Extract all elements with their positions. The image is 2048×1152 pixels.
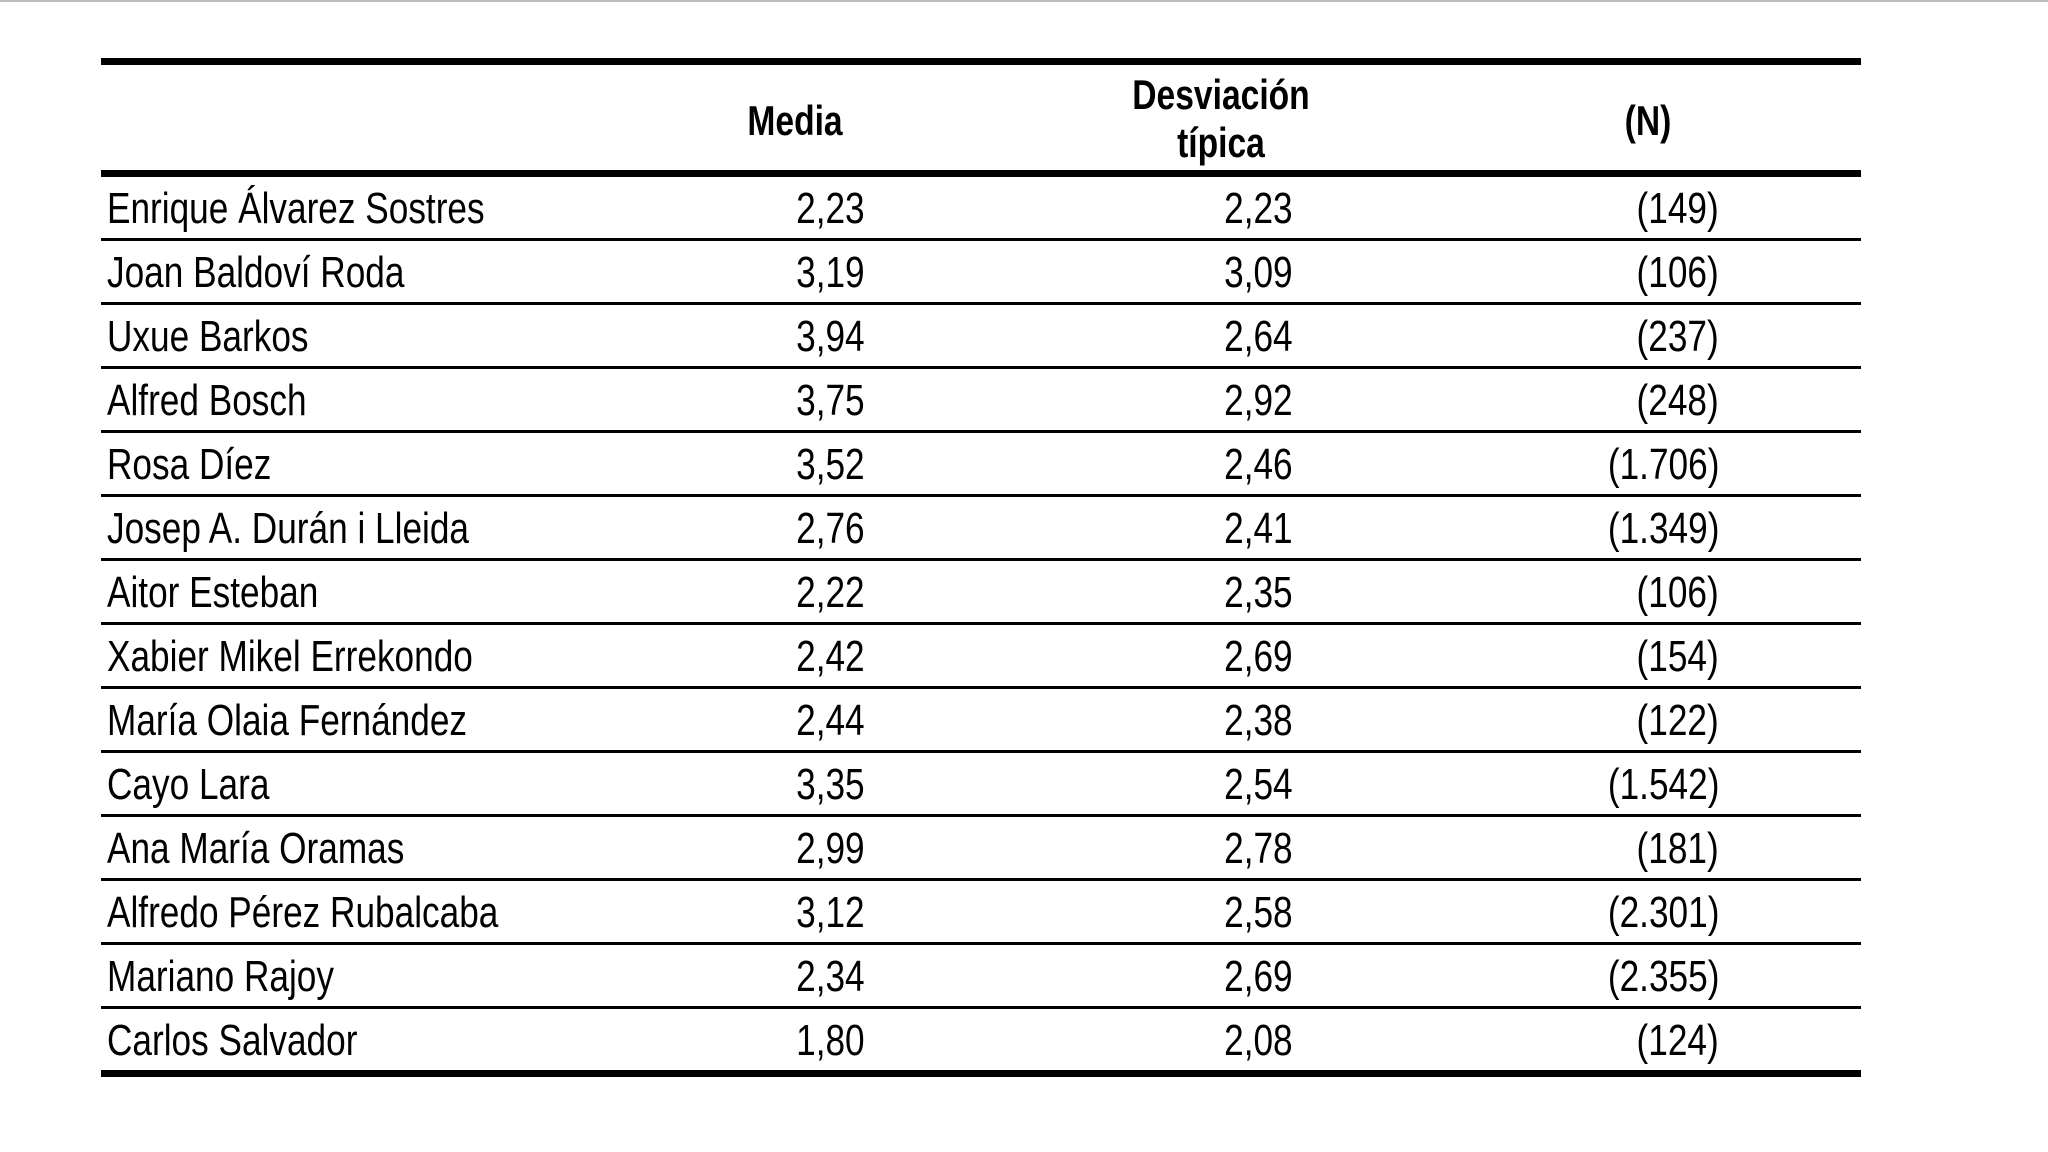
row-divider xyxy=(101,750,1861,753)
row-name: Uxue Barkos xyxy=(107,312,309,361)
row-desviacion: 2,69 xyxy=(1224,632,1293,681)
header-n: (N) xyxy=(1624,97,1672,144)
header-desviacion-line1: Desviación xyxy=(1132,71,1310,118)
row-n: (1.706) xyxy=(1607,440,1719,489)
row-media: 3,52 xyxy=(796,440,865,489)
row-desviacion: 2,08 xyxy=(1224,1016,1293,1065)
header-desviacion-line2: típica xyxy=(1177,119,1265,166)
row-media: 2,44 xyxy=(796,696,865,745)
table-row: Aitor Esteban 2,22 2,35 (106) xyxy=(101,561,1861,622)
row-media: 2,42 xyxy=(796,632,865,681)
row-media: 2,99 xyxy=(796,824,865,873)
table-row: Mariano Rajoy 2,34 2,69 (2.355) xyxy=(101,945,1861,1006)
row-n: (122) xyxy=(1636,696,1719,745)
row-name: Aitor Esteban xyxy=(107,568,319,617)
table-row: Carlos Salvador 1,80 2,08 (124) xyxy=(101,1009,1861,1070)
header-desviacion: Desviación típica xyxy=(1117,71,1325,167)
row-n: (237) xyxy=(1636,312,1719,361)
table-row: Cayo Lara 3,35 2,54 (1.542) xyxy=(101,753,1861,814)
row-n: (149) xyxy=(1636,184,1719,233)
table-header: Media Desviación típica (N) xyxy=(101,65,1861,170)
row-media: 3,75 xyxy=(796,376,865,425)
row-desviacion: 2,35 xyxy=(1224,568,1293,617)
row-desviacion: 2,64 xyxy=(1224,312,1293,361)
row-divider xyxy=(101,238,1861,241)
row-n: (124) xyxy=(1636,1016,1719,1065)
table-row: Enrique Álvarez Sostres 2,23 2,23 (149) xyxy=(101,177,1861,238)
row-n: (1.542) xyxy=(1607,760,1719,809)
row-media: 1,80 xyxy=(796,1016,865,1065)
row-media: 2,22 xyxy=(796,568,865,617)
row-n: (1.349) xyxy=(1607,504,1719,553)
row-name: Josep A. Durán i Lleida xyxy=(107,504,470,553)
row-name: Alfredo Pérez Rubalcaba xyxy=(107,888,499,937)
row-n: (154) xyxy=(1636,632,1719,681)
table-row: María Olaia Fernández 2,44 2,38 (122) xyxy=(101,689,1861,750)
row-desviacion: 2,78 xyxy=(1224,824,1293,873)
table-row: Xabier Mikel Errekondo 2,42 2,69 (154) xyxy=(101,625,1861,686)
row-name: María Olaia Fernández xyxy=(107,696,467,745)
row-n: (106) xyxy=(1636,568,1719,617)
data-table: Media Desviación típica (N) Enrique Álva… xyxy=(101,58,1861,1077)
table-row: Josep A. Durán i Lleida 2,76 2,41 (1.349) xyxy=(101,497,1861,558)
top-border-line xyxy=(0,0,2048,2)
row-desviacion: 2,54 xyxy=(1224,760,1293,809)
row-name: Rosa Díez xyxy=(107,440,272,489)
row-name: Enrique Álvarez Sostres xyxy=(107,184,485,233)
row-media: 2,76 xyxy=(796,504,865,553)
row-divider xyxy=(101,1070,1861,1077)
table-row: Alfred Bosch 3,75 2,92 (248) xyxy=(101,369,1861,430)
row-name: Cayo Lara xyxy=(107,760,270,809)
row-desviacion: 2,69 xyxy=(1224,952,1293,1001)
row-divider xyxy=(101,1006,1861,1009)
table-row: Ana María Oramas 2,99 2,78 (181) xyxy=(101,817,1861,878)
row-desviacion: 3,09 xyxy=(1224,248,1293,297)
row-divider xyxy=(101,878,1861,881)
row-name: Ana María Oramas xyxy=(107,824,405,873)
row-media: 3,35 xyxy=(796,760,865,809)
header-bottom-rule xyxy=(101,170,1861,177)
row-n: (2.301) xyxy=(1607,888,1719,937)
row-desviacion: 2,58 xyxy=(1224,888,1293,937)
row-divider xyxy=(101,494,1861,497)
row-media: 3,12 xyxy=(796,888,865,937)
table-row: Uxue Barkos 3,94 2,64 (237) xyxy=(101,305,1861,366)
row-divider xyxy=(101,430,1861,433)
row-media: 2,34 xyxy=(796,952,865,1001)
row-divider xyxy=(101,942,1861,945)
row-divider xyxy=(101,686,1861,689)
row-n: (181) xyxy=(1636,824,1719,873)
row-divider xyxy=(101,366,1861,369)
row-media: 2,23 xyxy=(796,184,865,233)
row-divider xyxy=(101,814,1861,817)
table-body: Enrique Álvarez Sostres 2,23 2,23 (149) Joan… xyxy=(101,177,1861,1077)
table-row: Alfredo Pérez Rubalcaba 3,12 2,58 (2.301) xyxy=(101,881,1861,942)
row-name: Xabier Mikel Errekondo xyxy=(107,632,473,681)
row-n: (106) xyxy=(1636,248,1719,297)
row-media: 3,94 xyxy=(796,312,865,361)
row-name: Joan Baldoví Roda xyxy=(107,248,405,297)
table-top-rule xyxy=(101,58,1861,65)
row-desviacion: 2,46 xyxy=(1224,440,1293,489)
row-desviacion: 2,92 xyxy=(1224,376,1293,425)
row-desviacion: 2,38 xyxy=(1224,696,1293,745)
table-row: Rosa Díez 3,52 2,46 (1.706) xyxy=(101,433,1861,494)
header-media: Media xyxy=(747,97,843,144)
row-divider xyxy=(101,302,1861,305)
row-divider xyxy=(101,622,1861,625)
row-divider xyxy=(101,558,1861,561)
row-desviacion: 2,41 xyxy=(1224,504,1293,553)
row-media: 3,19 xyxy=(796,248,865,297)
table-row: Joan Baldoví Roda 3,19 3,09 (106) xyxy=(101,241,1861,302)
row-name: Alfred Bosch xyxy=(107,376,307,425)
row-desviacion: 2,23 xyxy=(1224,184,1293,233)
row-name: Mariano Rajoy xyxy=(107,952,334,1001)
row-n: (248) xyxy=(1636,376,1719,425)
row-name: Carlos Salvador xyxy=(107,1016,358,1065)
row-n: (2.355) xyxy=(1607,952,1719,1001)
